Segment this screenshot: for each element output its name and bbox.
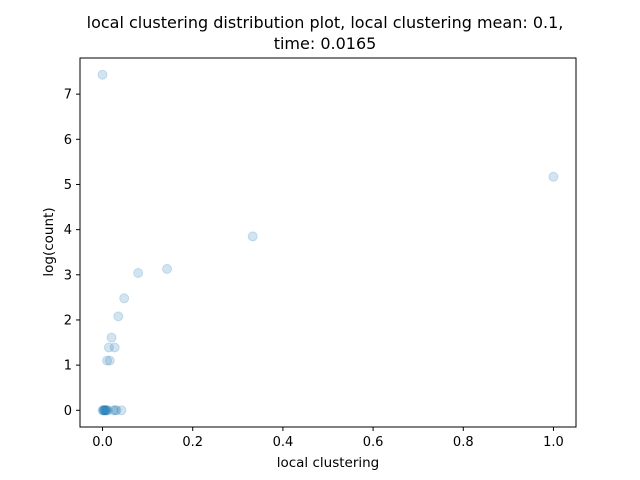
plot-frame — [79, 57, 577, 428]
data-point-20 — [102, 405, 113, 416]
data-point-16 — [99, 405, 110, 416]
chart-title-line1: local clustering distribution plot, loca… — [87, 13, 564, 32]
data-point-11 — [104, 355, 115, 366]
points-layer — [97, 69, 559, 416]
y-tick-label-2: 2 — [64, 313, 72, 328]
y-tick-label-1: 1 — [64, 359, 72, 374]
x-tick-label-3: 0.6 — [363, 435, 384, 450]
data-point-10 — [102, 355, 113, 366]
data-point-7 — [106, 332, 117, 343]
data-point-21 — [108, 405, 119, 416]
chart-title-line2: time: 0.0165 — [274, 34, 377, 53]
x-tick-label-0: 0.0 — [92, 435, 113, 450]
y-axis-label: log(count) — [41, 207, 57, 276]
data-point-1 — [548, 171, 559, 182]
data-point-22 — [110, 405, 121, 416]
data-point-2 — [247, 231, 258, 242]
y-tick-label-3: 3 — [64, 268, 72, 283]
x-axis-label: local clustering — [277, 455, 380, 471]
x-tick-label-2: 0.4 — [273, 435, 294, 450]
data-point-15 — [99, 405, 110, 416]
x-tick-label-4: 0.8 — [453, 435, 474, 450]
data-point-9 — [109, 342, 120, 353]
data-point-5 — [119, 293, 130, 304]
x-tick-label-1: 0.2 — [182, 435, 203, 450]
data-point-18 — [101, 405, 112, 416]
data-point-24 — [116, 405, 127, 416]
x-tick-label-5: 1.0 — [543, 435, 564, 450]
y-tick-label-7: 7 — [64, 88, 72, 103]
y-tick-label-4: 4 — [64, 223, 72, 238]
y-axis-ticks: 0 1 2 3 4 5 6 7 — [64, 88, 80, 419]
y-tick-label-0: 0 — [64, 404, 72, 419]
data-point-4 — [133, 267, 144, 278]
data-point-14 — [98, 405, 109, 416]
data-point-3 — [162, 263, 173, 274]
data-point-12 — [97, 405, 108, 416]
y-tick-label-6: 6 — [64, 133, 72, 148]
data-point-17 — [100, 405, 111, 416]
data-point-0 — [97, 69, 108, 80]
data-point-6 — [113, 311, 124, 322]
data-point-19 — [101, 405, 112, 416]
data-point-8 — [103, 342, 114, 353]
data-point-13 — [98, 405, 109, 416]
x-axis-ticks: 0.0 0.2 0.4 0.6 0.8 1.0 — [92, 427, 564, 450]
y-tick-label-5: 5 — [64, 178, 72, 193]
data-point-23 — [111, 405, 122, 416]
